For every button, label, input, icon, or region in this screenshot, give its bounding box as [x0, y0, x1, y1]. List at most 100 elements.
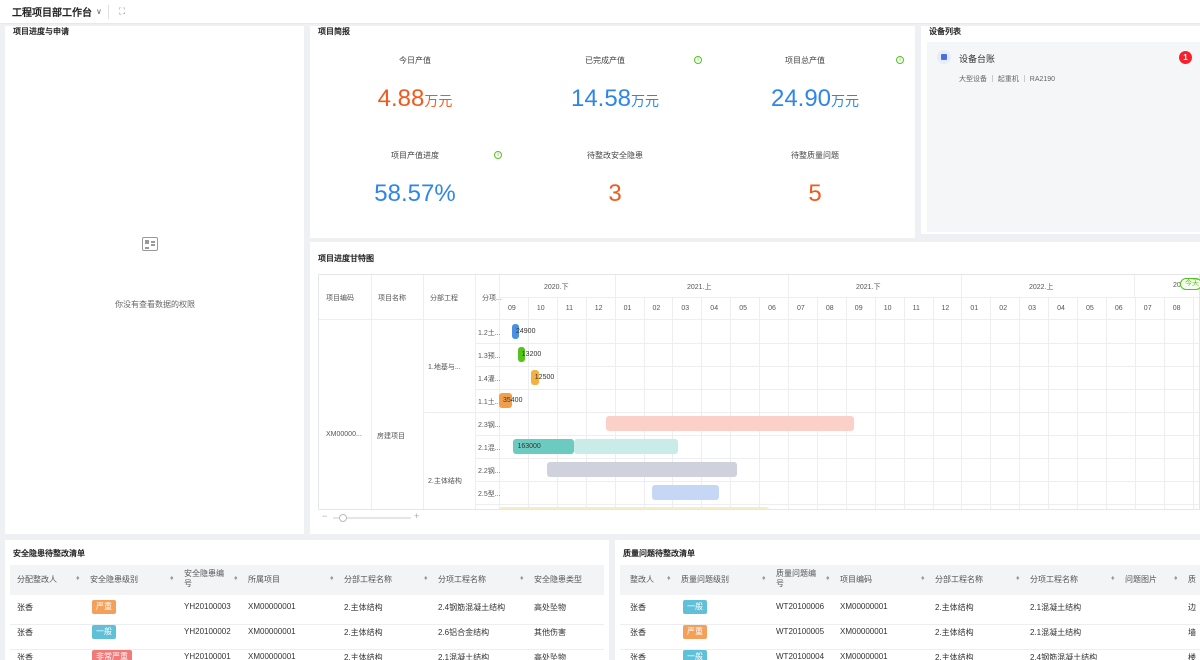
table-header-cell[interactable]: 分配整改人 [17, 575, 57, 584]
table-cell: XM00000001 [248, 627, 296, 636]
sort-icon[interactable]: ♦ [667, 575, 671, 582]
info-icon[interactable]: i [694, 56, 702, 64]
table-header-cell[interactable]: 质量问题级别 [681, 575, 729, 584]
gantt-project-name: 房建项目 [377, 433, 405, 440]
table-cell: 张香 [630, 628, 646, 637]
metric-label: 待整改安全隐患 [587, 151, 643, 160]
gantt-group-label: 2.主体结构 [428, 478, 462, 485]
info-icon[interactable]: i [494, 151, 502, 159]
sort-icon[interactable]: ♦ [520, 575, 524, 582]
device-card[interactable] [927, 42, 1200, 232]
gantt-bar-label: 35400 [503, 397, 523, 404]
gantt-row-label: 2.3钢... [478, 422, 501, 429]
table-cell: 2.主体结构 [344, 628, 383, 637]
table-header-cell[interactable]: 分部工程名称 [344, 575, 392, 584]
table-cell: 2.主体结构 [935, 628, 974, 637]
table-cell: XM00000001 [248, 652, 296, 660]
workspace-title[interactable]: 工程项目部工作台 [12, 8, 92, 19]
table-cell: 张香 [630, 653, 646, 660]
table-cell: YH20100002 [184, 627, 231, 636]
gantt-gridline [1048, 297, 1050, 509]
sort-icon[interactable]: ♦ [762, 575, 766, 582]
gantt-gridline [1077, 297, 1078, 509]
table-header-cell[interactable]: 质量问题编号 [776, 569, 816, 588]
sort-icon[interactable]: ♦ [170, 575, 174, 582]
table-header-cell[interactable]: 分部工程名称 [935, 575, 983, 584]
gantt-bar[interactable] [652, 485, 719, 500]
table-header-cell[interactable]: 质 [1188, 575, 1196, 584]
gantt-row-label: 2.1混... [478, 445, 501, 452]
metric-number: 4.88 [377, 85, 425, 112]
metric-number: 14.58 [570, 85, 632, 112]
table-cell: 2.主体结构 [935, 603, 974, 612]
gantt-bar[interactable] [574, 439, 679, 454]
sort-icon[interactable]: ♦ [76, 575, 80, 582]
sort-icon[interactable]: ♦ [424, 575, 428, 582]
sort-icon[interactable]: ♦ [1111, 575, 1115, 582]
zoom-in-icon[interactable]: + [414, 511, 420, 521]
table-header-cell[interactable]: 安全隐患类型 [534, 575, 582, 584]
gantt-month-label: 08 [825, 305, 834, 312]
gantt-bar[interactable] [512, 324, 520, 339]
quality-title: 质量问题待整改清单 [623, 549, 695, 558]
table-header-cell[interactable]: 项目编码 [840, 575, 872, 584]
fullscreen-icon[interactable]: ⛶ [118, 6, 126, 16]
metric-unit: 万元 [831, 93, 860, 109]
sort-icon[interactable]: ♦ [826, 575, 830, 582]
metric-number: 24.90 [770, 85, 832, 112]
metric-value: 4.88万元 [315, 85, 515, 113]
table-header-cell[interactable]: 分项工程名称 [438, 575, 486, 584]
gantt-bar[interactable] [513, 439, 575, 454]
sort-icon[interactable]: ♦ [330, 575, 334, 582]
table-header-cell[interactable]: 安全隐患编号 [184, 569, 224, 588]
gantt-month-label: 11 [565, 305, 574, 312]
table-cell: 边 [1188, 603, 1196, 612]
gantt-bar[interactable] [499, 507, 769, 509]
gantt-gridline [788, 297, 789, 509]
gantt-bar[interactable] [605, 416, 855, 431]
zoom-slider-handle[interactable] [339, 514, 347, 522]
gantt-gridline [990, 297, 992, 509]
device-name[interactable]: 设备台账 [959, 54, 996, 64]
gantt-gridline [499, 275, 500, 509]
zoom-out-icon[interactable]: − [322, 511, 328, 521]
chevron-down-icon[interactable]: ∨ [96, 7, 102, 16]
sort-icon[interactable]: ♦ [921, 575, 925, 582]
gantt-gridline [1019, 297, 1021, 509]
table-cell: 2.4钢筋混凝土结构 [438, 603, 506, 612]
gantt-gridline [475, 458, 1199, 459]
table-header-row [620, 565, 1200, 595]
table-header-cell[interactable]: 所属项目 [248, 575, 280, 584]
gantt-bar[interactable] [546, 462, 738, 477]
table-header-cell[interactable]: 安全隐患级别 [90, 575, 138, 584]
gantt-gridline [961, 275, 962, 297]
sort-icon[interactable]: ♦ [234, 575, 238, 582]
gantt-bar[interactable] [499, 393, 512, 408]
gantt-gridline [961, 297, 963, 509]
gantt-bar[interactable] [517, 347, 525, 362]
table-header-cell[interactable]: 分项工程名称 [1030, 575, 1078, 584]
info-icon[interactable]: i [896, 56, 904, 64]
gantt-period-label: 2021.下 [856, 284, 881, 291]
quality-panel: 质量问题待整改清单 [615, 540, 1200, 660]
gantt-period-label: 2020.下 [544, 284, 569, 291]
gantt-month-label: 03 [1028, 305, 1036, 312]
zoom-slider-track[interactable] [333, 517, 411, 519]
table-cell: XM00000001 [840, 627, 888, 636]
metric-value: 14.58万元 [515, 85, 715, 113]
sort-icon[interactable]: ♦ [1016, 575, 1020, 582]
gantt-month-label: 02 [999, 305, 1008, 312]
gantt-bar[interactable] [530, 370, 540, 385]
table-cell: 2.1混凝土结构 [438, 653, 490, 660]
gantt-gridline [475, 504, 1199, 505]
table-header-cell[interactable]: 整改人 [630, 575, 654, 584]
gantt-gridline [759, 297, 761, 509]
gantt-gridline [371, 275, 372, 509]
gantt-gridline [475, 275, 476, 509]
sort-icon[interactable]: ♦ [1174, 575, 1178, 582]
gantt-gridline [423, 412, 475, 413]
table-header-cell[interactable]: 问题图片 [1125, 575, 1157, 584]
gantt-gridline [475, 343, 1199, 344]
gantt-month-label: 04 [710, 305, 719, 312]
gantt-month-label: 11 [912, 305, 920, 312]
